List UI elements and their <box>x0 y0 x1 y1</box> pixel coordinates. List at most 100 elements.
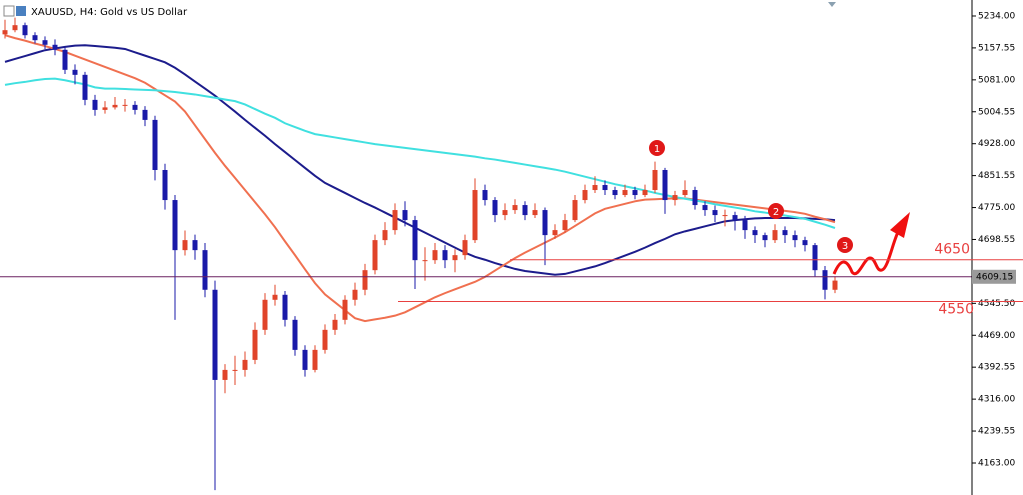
candle-body <box>422 260 428 262</box>
candle-body <box>472 190 478 241</box>
candle-body <box>372 240 378 271</box>
candle-body <box>22 25 28 36</box>
candle-body <box>112 104 118 108</box>
candle-body <box>542 210 548 236</box>
candle-body <box>12 25 18 31</box>
candle-body <box>102 107 108 110</box>
candle-body <box>402 210 408 221</box>
y-tick-label: 4392.55 <box>978 363 1015 373</box>
candle-body <box>772 230 778 241</box>
y-tick-label: 4239.55 <box>978 427 1015 437</box>
candle-body <box>462 240 468 256</box>
candle-body <box>792 235 798 241</box>
candle-body <box>602 185 608 191</box>
candle-body <box>682 190 688 196</box>
candle-body <box>192 240 198 251</box>
level-label: 4550 <box>938 301 974 317</box>
candle-body <box>612 190 618 196</box>
candle-body <box>2 30 8 35</box>
y-tick-label: 4545.50 <box>978 299 1015 309</box>
candle-body <box>252 329 258 360</box>
candle-body <box>282 294 288 320</box>
candle-body <box>832 280 838 290</box>
candle-body <box>312 349 318 370</box>
candle-body <box>442 250 448 261</box>
candle-body <box>582 190 588 201</box>
moving-average <box>4 44 836 276</box>
shift-marker <box>828 2 836 7</box>
candle-body <box>752 230 758 236</box>
candle-body <box>512 205 518 211</box>
candle-body <box>662 169 668 201</box>
candle-body <box>322 329 328 350</box>
marker-circle <box>768 203 784 219</box>
candle-body <box>182 240 188 251</box>
candle-body <box>352 289 358 300</box>
candle-body <box>762 235 768 241</box>
candle-body <box>702 205 708 211</box>
candle-body <box>262 299 268 330</box>
level-label: 4650 <box>934 242 970 258</box>
y-tick-label: 4928.00 <box>978 139 1015 149</box>
candle-body <box>162 169 168 201</box>
candle-body <box>332 319 338 330</box>
candle-body <box>572 200 578 221</box>
candle-body <box>172 200 178 251</box>
candle-body <box>242 359 248 370</box>
forecast-arrow <box>832 231 900 276</box>
y-tick-label: 4775.00 <box>978 203 1015 213</box>
candle-body <box>632 190 638 196</box>
candle-body <box>272 294 278 300</box>
arrow-head <box>890 212 910 238</box>
candle-body <box>392 210 398 231</box>
candle-body <box>412 220 418 261</box>
candle-body <box>32 35 38 41</box>
plot-area <box>0 17 972 491</box>
candle-body <box>82 74 88 100</box>
marker-label: 3 <box>842 241 848 252</box>
candle-body <box>42 40 48 45</box>
candle-body <box>342 299 348 320</box>
candle-body <box>292 319 298 350</box>
candle-body <box>692 190 698 206</box>
marker-label: 1 <box>654 144 660 155</box>
candle-body <box>642 190 648 196</box>
candle-body <box>72 69 78 75</box>
y-tick-label: 5081.00 <box>978 75 1015 85</box>
y-tick-label: 5234.00 <box>978 11 1015 21</box>
candle-body <box>782 230 788 236</box>
candle-body <box>132 104 138 110</box>
candle-body <box>722 215 728 217</box>
candle-body <box>362 270 368 290</box>
candle-body <box>232 369 238 371</box>
candle-body <box>502 210 508 216</box>
candle-body <box>822 270 828 290</box>
candle-body <box>802 240 808 246</box>
candle-body <box>482 190 488 201</box>
y-tick-label: 4851.55 <box>978 171 1015 181</box>
candle-body <box>532 210 538 216</box>
candle-body <box>202 250 208 290</box>
y-tick-label: 4698.55 <box>978 235 1015 245</box>
candle-body <box>592 185 598 191</box>
candle-body <box>432 250 438 261</box>
candle-body <box>622 190 628 196</box>
candle-body <box>62 49 68 70</box>
candle-body <box>52 44 58 50</box>
candle-body <box>382 230 388 241</box>
candle-body <box>522 205 528 216</box>
chart-title: XAUUSD, H4: Gold vs US Dollar <box>31 7 188 18</box>
candle-body <box>712 210 718 216</box>
last-price-label: 4609.15 <box>976 272 1013 282</box>
y-tick-label: 5004.55 <box>978 107 1015 117</box>
candle-body <box>552 230 558 236</box>
candle-body <box>142 109 148 120</box>
y-tick-label: 4316.00 <box>978 395 1015 405</box>
marker-label: 2 <box>773 207 779 218</box>
candle-body <box>732 215 738 221</box>
y-tick-label: 4163.00 <box>978 458 1015 468</box>
candle-body <box>562 220 568 231</box>
candle-body <box>742 220 748 231</box>
candle-body <box>652 169 658 191</box>
